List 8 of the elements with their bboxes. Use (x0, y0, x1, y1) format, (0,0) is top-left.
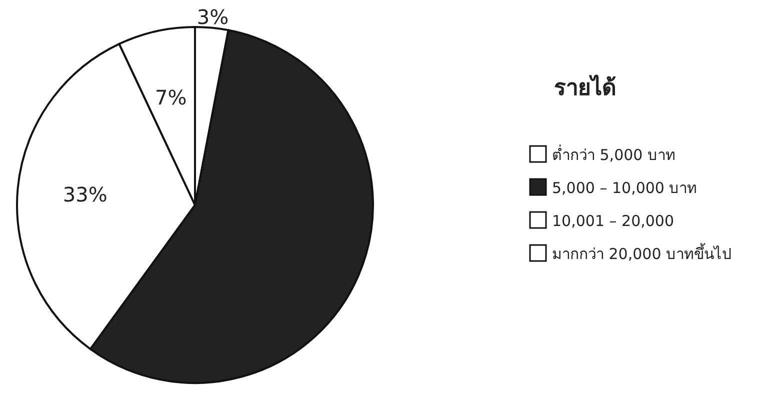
legend-label: ต่ำกว่า 5,000 บาท (552, 144, 676, 164)
data-label: 7% (155, 85, 187, 110)
legend-label: มากกว่า 20,000 บาทขึ้นไป (552, 243, 732, 263)
data-label: 33% (62, 182, 108, 207)
legend-label: 5,000 – 10,000 บาท (552, 179, 698, 197)
legend-label: 10,001 – 20,000 (552, 212, 674, 230)
data-label: 3% (196, 4, 229, 29)
legend-title: รายได้ (554, 74, 616, 101)
